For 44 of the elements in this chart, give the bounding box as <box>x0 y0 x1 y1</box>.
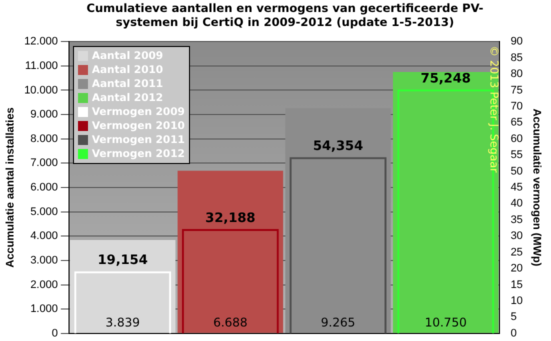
y-tick-label: 0 <box>52 327 58 340</box>
y2-tick-label: 10 <box>510 295 523 308</box>
y2-tick-label: 45 <box>510 182 523 194</box>
y2-tick-label: 65 <box>510 116 523 129</box>
data-label: 10.750 <box>424 316 467 330</box>
y-tick-label: 1.000 <box>30 303 58 316</box>
y-tick-label: 6.000 <box>30 182 58 194</box>
y2-tick-label: 35 <box>510 214 523 226</box>
y2-tick-label: 25 <box>510 246 523 258</box>
data-label: 19,154 <box>98 253 148 268</box>
data-label: 9.265 <box>320 316 356 330</box>
y-tick-label: 11.000 <box>25 60 58 72</box>
y2-tick-label: 90 <box>510 36 523 48</box>
y2-tick-label: 75 <box>510 84 523 96</box>
y2-tick-label: 5 <box>510 311 517 324</box>
y2-tick-label: 15 <box>510 278 523 291</box>
y2-tick-label: 20 <box>510 262 523 275</box>
y-tick-label: 2.000 <box>30 278 58 291</box>
chart-title: Cumulatieve aantallen en vermogens van gecertificeerde PV-systemen bij CertiQ in 2009-2012 (update 1-5-2013) <box>86 1 484 29</box>
y-axis-title: Accumulatie aantal installaties <box>4 107 17 268</box>
y2-tick-label: 85 <box>510 52 523 64</box>
y-tick-label: 10.000 <box>24 84 58 96</box>
y2-tick-label: 30 <box>510 230 523 242</box>
data-label: 54,354 <box>312 139 364 154</box>
data-label: 6.688 <box>213 316 248 330</box>
y2-tick-label: 50 <box>510 165 523 178</box>
y2-tick-label: 60 <box>510 132 523 145</box>
y-tick-label: 3.000 <box>30 254 58 266</box>
y-tick-label: 9.000 <box>30 108 58 121</box>
y-tick-label: 5.000 <box>30 206 58 218</box>
y2-tick-label: 55 <box>510 149 523 162</box>
data-label: 3.839 <box>106 316 140 330</box>
y2-tick-label: 70 <box>510 100 523 112</box>
y-tick-label: 12.000 <box>24 36 58 48</box>
y2-tick-label: 80 <box>510 68 523 80</box>
y-tick-label: 4.000 <box>30 230 58 242</box>
y-tick-label: 8.000 <box>30 132 58 145</box>
y2-tick-label: 40 <box>510 198 523 210</box>
data-label: 75,248 <box>420 71 471 86</box>
annotation: © 2013 Peter J. Segaar <box>488 46 501 174</box>
y2-axis-title: Accumulatie vermogen (MWp) <box>530 108 542 267</box>
data-label: 32,188 <box>205 210 256 226</box>
y2-tick-label: 0 <box>510 327 517 340</box>
y-tick-label: 7.000 <box>30 157 58 170</box>
